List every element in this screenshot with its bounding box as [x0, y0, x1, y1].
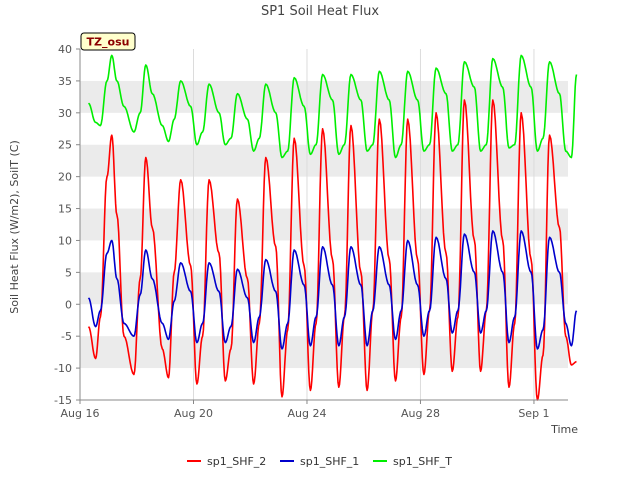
series-line-sp1_SHF_2 — [87, 99, 577, 401]
y-tick-label: 15 — [58, 203, 72, 216]
grid-band — [80, 336, 568, 369]
y-tick-label: 0 — [65, 298, 72, 311]
timezone-badge-label: TZ_osu — [87, 36, 130, 49]
x-tick-label: Aug 16 — [61, 407, 100, 420]
y-tick-label: 10 — [58, 234, 72, 247]
y-tick-label: -15 — [54, 394, 72, 407]
chart-title: SP1 Soil Heat Flux — [261, 4, 379, 19]
y-tick-label: 5 — [65, 266, 72, 279]
x-axis: Aug 16 Aug 20 Aug 24 Aug 28 Sep 1 — [61, 399, 568, 420]
y-tick-label: 35 — [58, 75, 72, 88]
y-tick-label: 25 — [58, 139, 72, 152]
legend-label-sp1_SHF_1: sp1_SHF_1 — [300, 455, 359, 468]
x-tick-label: Aug 24 — [287, 407, 326, 420]
y-tick-label: 30 — [58, 107, 72, 120]
y-tick-label: -10 — [54, 362, 72, 375]
legend-label-sp1_SHF_T: sp1_SHF_T — [393, 455, 452, 468]
legend: sp1_SHF_2 sp1_SHF_1 sp1_SHF_T — [187, 455, 452, 468]
grid-band — [80, 80, 568, 113]
timezone-badge: TZ_osu — [80, 32, 136, 51]
y-tick-label: 20 — [58, 171, 72, 184]
grid-band — [80, 144, 568, 177]
series-line-sp1_SHF_1 — [87, 230, 578, 350]
y-axis: -15 -10 -5 0 5 10 15 20 25 30 35 40 — [54, 43, 81, 407]
y-axis-label: Soil Heat Flux (W/m2), SoilT (C) — [8, 140, 21, 313]
grid-bands — [80, 49, 568, 400]
x-tick-label: Sep 1 — [518, 407, 549, 420]
grid-band — [80, 272, 568, 305]
x-tick-label: Aug 20 — [174, 407, 213, 420]
y-tick-label: 40 — [58, 43, 72, 56]
legend-label-sp1_SHF_2: sp1_SHF_2 — [207, 455, 266, 468]
x-tick-label: Aug 28 — [401, 407, 440, 420]
series-line-sp1_SHF_T — [87, 54, 578, 159]
plot-series — [87, 54, 578, 401]
grid-band — [80, 208, 568, 241]
y-tick-label: -5 — [61, 330, 72, 343]
x-axis-label: Time — [550, 423, 578, 436]
